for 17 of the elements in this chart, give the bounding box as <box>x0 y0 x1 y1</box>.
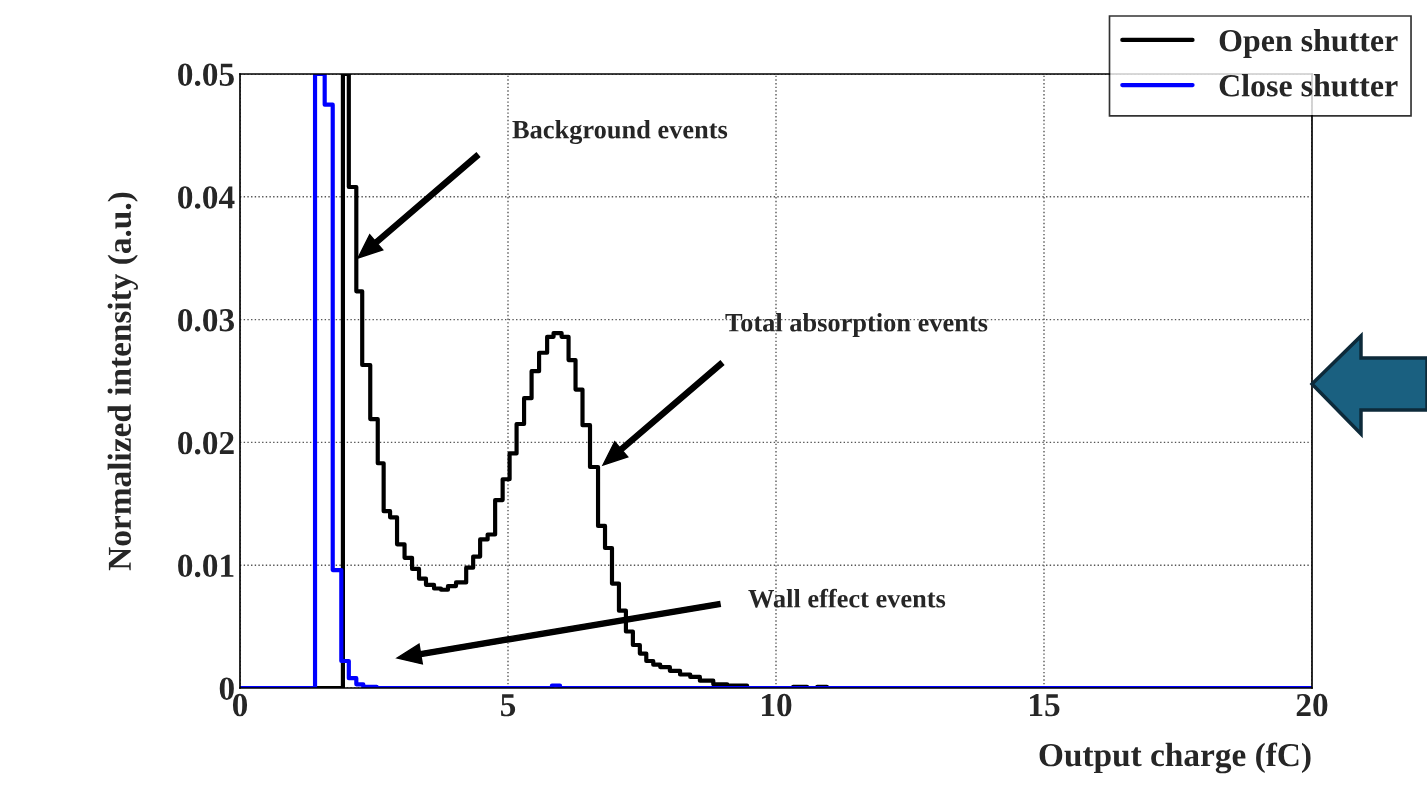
annotation: Total absorption events <box>725 313 988 337</box>
y-tick-label: 0.05 <box>178 63 234 87</box>
legend-label: Close shutter <box>1219 74 1398 97</box>
y-tick-label: 0.01 <box>178 554 234 578</box>
x-axis-title: Output charge (fC) <box>1039 742 1311 774</box>
annotation: Background events <box>512 119 728 145</box>
legend-label: Open shutter <box>1219 28 1398 58</box>
x-tick-label: 5 <box>501 694 516 717</box>
y-tick-label: 0.02 <box>178 431 234 455</box>
y-tick-label: 0.03 <box>178 309 234 332</box>
x-tick-label: 10 <box>762 693 792 717</box>
y-tick-label: 0.04 <box>178 186 235 209</box>
y-tick-label: 0 <box>219 677 234 700</box>
x-tick-label: 20 <box>1296 693 1328 717</box>
annotation: Wall effect events <box>748 588 946 608</box>
y-axis-title: Normalized intensity (a.u.) <box>107 192 138 571</box>
x-tick-label: 15 <box>1030 693 1060 717</box>
